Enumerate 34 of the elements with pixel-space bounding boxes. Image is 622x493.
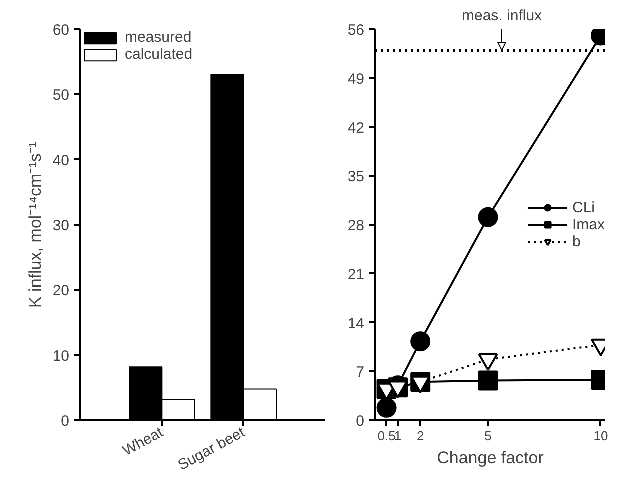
x-tick-label: 2	[416, 428, 424, 444]
x-tick-label: 10	[594, 428, 608, 444]
ref-line-label: meas. influx	[462, 8, 543, 24]
x-axis-title: Change factor	[437, 448, 544, 468]
x-tick-label: 5	[484, 428, 492, 444]
y-tick-label: 42	[348, 120, 365, 137]
point	[410, 332, 431, 352]
y-tick-label: 56	[348, 22, 365, 39]
legend-label: CLi	[572, 199, 595, 216]
y-tick-label: 30	[52, 218, 70, 234]
x-tick-label: 0.5	[378, 428, 396, 444]
legend-label: Imax	[572, 216, 605, 233]
y-tick-label: 14	[348, 315, 365, 332]
y-tick-label: 50	[52, 87, 70, 104]
x-tick-label: Sugar beet	[175, 424, 249, 474]
y-tick-label: 60	[52, 22, 70, 39]
legend-label: b	[572, 233, 582, 250]
y-tick-label: 49	[348, 70, 365, 88]
legend-label: measured	[125, 29, 192, 46]
x-tick-label: 1	[394, 428, 402, 444]
y-tick-label: 7	[356, 364, 364, 382]
point	[376, 398, 397, 418]
y-tick-label: 40	[52, 152, 70, 170]
y-tick-label: 35	[348, 168, 365, 186]
point	[478, 207, 498, 228]
y-tick-label: 20	[52, 282, 70, 300]
y-axis-title: K influx, mol⁻¹⁴cm⁻¹s⁻¹	[26, 142, 45, 308]
y-tick-label: 28	[348, 218, 365, 234]
legend-label: calculated	[125, 46, 193, 63]
y-tick-label: 0	[61, 413, 70, 430]
point	[478, 370, 498, 391]
y-tick-label: 0	[356, 413, 364, 430]
y-tick-label: 21	[348, 266, 365, 284]
y-tick-label: 10	[52, 348, 70, 365]
